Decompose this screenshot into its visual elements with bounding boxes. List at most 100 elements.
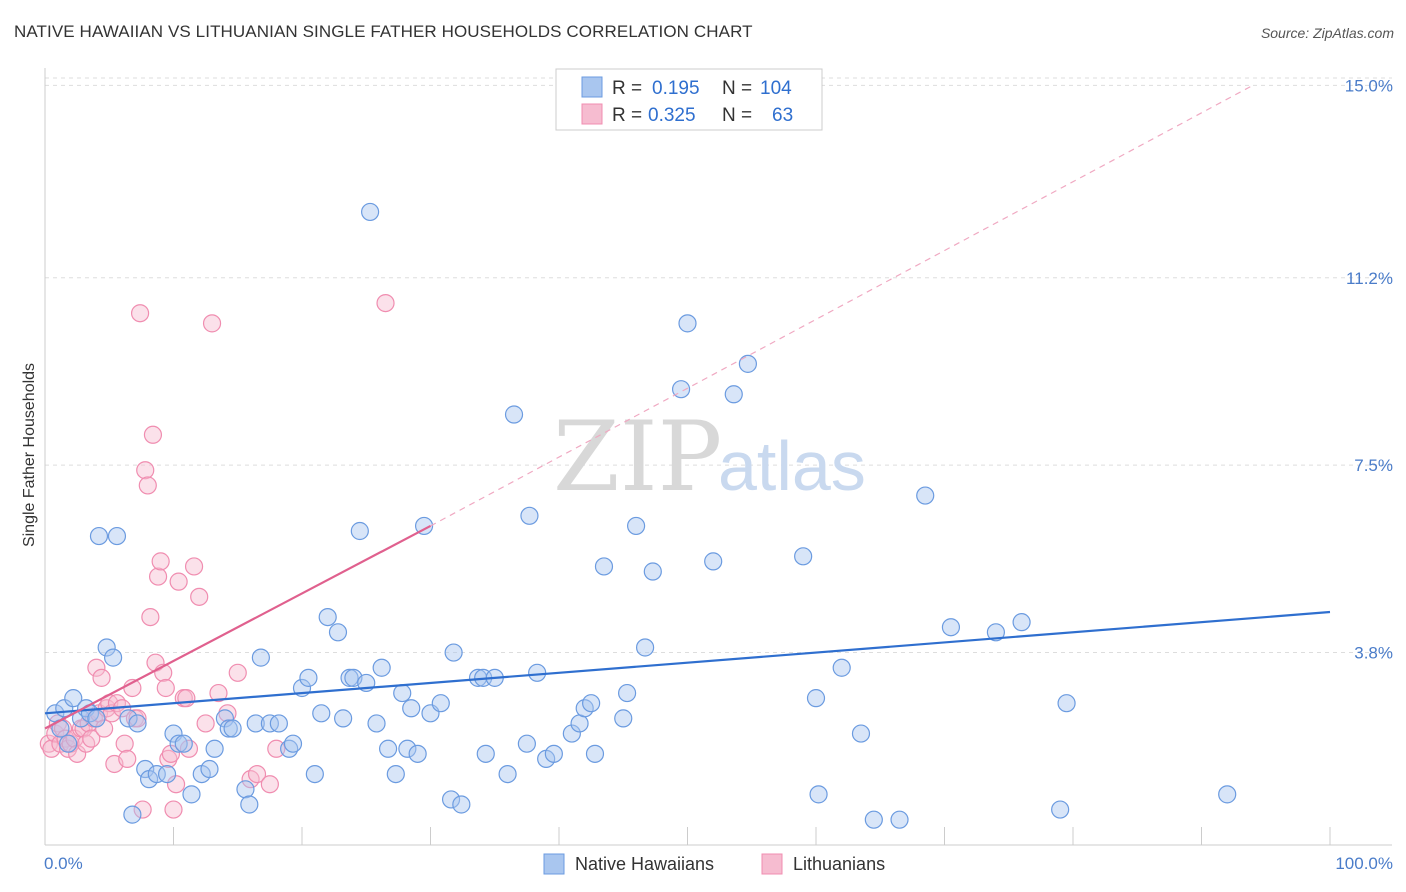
- native-hawaiians-point: [361, 202, 380, 222]
- native-hawaiians-point: [618, 683, 637, 703]
- native-hawaiians-trend-line: [44, 610, 1331, 715]
- legend-swatch-pink: [581, 103, 603, 125]
- legend-n-value-blue: 104: [760, 78, 792, 99]
- lithuanians-point: [267, 739, 286, 758]
- lithuanians-point: [177, 689, 196, 708]
- native-hawaiians-point: [809, 785, 828, 804]
- y-tick-label-2: 11.2%: [1346, 269, 1393, 288]
- native-hawaiians-point: [59, 734, 78, 753]
- lithuanians-point: [143, 425, 163, 444]
- native-hawaiians-point: [1012, 613, 1031, 632]
- lithuanians-point: [136, 461, 155, 480]
- native-hawaiians-point: [806, 689, 826, 708]
- native-hawaiians-point: [367, 714, 386, 733]
- series-legend: Native Hawaiians Lithuanians: [543, 853, 885, 875]
- lithuanians-point: [95, 719, 114, 738]
- series-legend-swatch-pink: [761, 853, 783, 875]
- legend-n-label-blue: N =: [722, 78, 752, 99]
- native-hawaiians-point: [414, 516, 434, 536]
- native-hawaiians-point: [147, 764, 166, 784]
- native-hawaiians-point: [986, 623, 1006, 642]
- native-hawaiians-point: [119, 709, 138, 728]
- lithuanians-point: [148, 567, 168, 586]
- x-tick-label-1: 100.0%: [1335, 854, 1393, 873]
- native-hawaiians-point: [398, 739, 417, 758]
- native-hawaiians-point: [517, 734, 536, 753]
- chart-title: NATIVE HAWAIIAN VS LITHUANIAN SINGLE FAT…: [14, 22, 753, 41]
- native-hawaiians-point: [251, 648, 270, 667]
- lithuanians-point: [141, 607, 160, 627]
- native-hawaiians-point: [328, 623, 348, 642]
- lithuanians-point: [179, 739, 199, 758]
- native-hawaiians-point: [223, 719, 242, 738]
- series-legend-label-pink: Lithuanians: [793, 854, 885, 874]
- native-hawaiians-point: [219, 719, 238, 738]
- native-hawaiians-point: [1051, 800, 1070, 819]
- native-hawaiians-point: [89, 526, 109, 546]
- native-hawaiians-point: [200, 759, 219, 779]
- lithuanians-point: [166, 775, 186, 794]
- stats-legend: R = 0.195 N = 104 R = 0.325 N = 63: [555, 68, 823, 131]
- native-hawaiians-point: [916, 486, 935, 505]
- native-hawaiians-point: [724, 385, 743, 404]
- lithuanians-point: [169, 572, 188, 591]
- native-hawaiians-point: [864, 810, 883, 829]
- native-hawaiians-point: [350, 521, 369, 541]
- native-hawaiians-point: [431, 694, 450, 713]
- native-hawaiians-point: [408, 744, 427, 763]
- native-hawaiians-point: [87, 709, 106, 728]
- native-hawaiians-point: [378, 739, 398, 758]
- native-hawaiians-point: [528, 663, 547, 682]
- native-hawaiians-point: [476, 744, 495, 763]
- native-hawaiians-point: [283, 734, 303, 753]
- native-hawaiians-point: [269, 714, 288, 733]
- lithuanians-point: [190, 587, 209, 606]
- native-hawaiians-point: [123, 805, 142, 824]
- native-hawaiians-point: [136, 759, 155, 779]
- lithuanians-point: [376, 293, 395, 313]
- legend-r-label-pink: R =: [612, 105, 642, 126]
- native-hawaiians-point: [738, 354, 757, 373]
- series-legend-label-blue: Native Hawaiians: [575, 854, 714, 874]
- lithuanians-point: [156, 678, 175, 698]
- native-hawaiians-point: [941, 618, 961, 637]
- native-hawaiians-point: [240, 795, 259, 814]
- native-hawaiians-point: [312, 704, 331, 723]
- native-hawaiians-point: [182, 785, 201, 804]
- native-hawaiians-point: [372, 658, 391, 677]
- native-hawaiians-point: [215, 709, 234, 728]
- x-tick-label-0: 0.0%: [44, 854, 83, 873]
- native-hawaiians-point: [585, 744, 605, 763]
- lithuanians-point: [151, 552, 170, 571]
- lithuanians-point: [161, 744, 181, 763]
- native-hawaiians-point: [626, 516, 646, 536]
- native-hawaiians-point: [851, 724, 871, 743]
- native-hawaiians-point: [97, 638, 116, 657]
- lithuanians-point: [247, 764, 267, 784]
- lithuanians-point: [59, 739, 78, 758]
- native-hawaiians-point: [104, 648, 123, 667]
- source-label: Source: ZipAtlas.com: [1260, 25, 1394, 41]
- lithuanians-point: [115, 734, 134, 753]
- native-hawaiians-point: [1218, 785, 1237, 804]
- native-hawaiians-point: [441, 790, 461, 809]
- lithuanians-point: [202, 314, 222, 333]
- native-hawaiians-point: [299, 668, 318, 687]
- native-hawaiians-point: [635, 638, 655, 657]
- native-hawaiians-point: [832, 658, 851, 677]
- lithuanians-point: [159, 749, 178, 769]
- native-hawaiians-point: [570, 714, 589, 733]
- native-hawaiians-point: [582, 694, 601, 713]
- series-legend-swatch-blue: [543, 853, 565, 875]
- native-hawaiians-point: [205, 739, 224, 758]
- native-hawaiians-point: [643, 562, 662, 581]
- lithuanians-point: [133, 800, 152, 819]
- native-hawaiians-point: [128, 714, 147, 733]
- native-hawaiians-point: [444, 643, 463, 662]
- lithuanians-point: [260, 775, 279, 794]
- native-hawaiians-point: [614, 709, 633, 728]
- watermark: ZIP atlas: [553, 401, 866, 513]
- lithuanians-point: [184, 557, 204, 576]
- lithuanians-point: [68, 744, 87, 763]
- lithuanians-trend-line-extended: [430, 84, 1254, 527]
